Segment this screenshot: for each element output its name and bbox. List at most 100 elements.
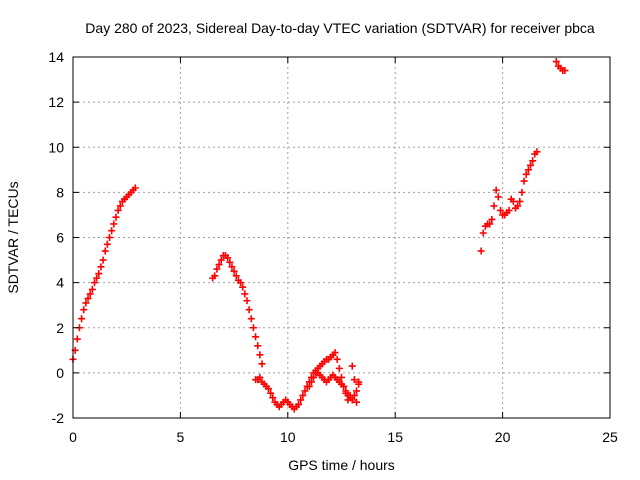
data-point bbox=[73, 335, 81, 343]
data-point bbox=[80, 306, 88, 314]
data-point bbox=[131, 184, 139, 192]
data-point bbox=[514, 202, 522, 210]
x-tick-label: 10 bbox=[280, 429, 296, 445]
data-point bbox=[241, 290, 249, 298]
data-point bbox=[215, 261, 223, 269]
data-point bbox=[333, 355, 341, 363]
data-point bbox=[88, 285, 96, 293]
data-point bbox=[232, 272, 240, 280]
data-point bbox=[84, 294, 92, 302]
data-point bbox=[355, 378, 363, 386]
data-point bbox=[340, 382, 348, 390]
series-segment-5 bbox=[477, 148, 541, 255]
data-point bbox=[230, 267, 238, 275]
data-point bbox=[95, 270, 103, 278]
data-point bbox=[527, 161, 535, 169]
y-tick-label: 8 bbox=[56, 184, 64, 200]
data-point bbox=[348, 362, 356, 370]
series-segment-6 bbox=[552, 58, 569, 75]
chart-title: Day 280 of 2023, Sidereal Day-to-day VTE… bbox=[85, 20, 595, 36]
data-point bbox=[211, 272, 219, 280]
y-tick-label: 10 bbox=[48, 139, 64, 155]
data-point bbox=[86, 290, 94, 298]
data-point bbox=[226, 258, 234, 266]
data-point bbox=[496, 206, 504, 214]
x-tick-label: 25 bbox=[602, 429, 618, 445]
data-point bbox=[252, 333, 260, 341]
data-point bbox=[509, 197, 517, 205]
y-tick-label: 12 bbox=[48, 94, 64, 110]
data-point bbox=[494, 193, 502, 201]
data-point bbox=[99, 256, 107, 264]
data-point bbox=[106, 234, 114, 241]
data-point bbox=[267, 389, 275, 397]
data-point bbox=[305, 382, 313, 390]
data-point bbox=[247, 315, 255, 323]
data-point bbox=[217, 256, 225, 264]
y-tick-label: 2 bbox=[56, 320, 64, 336]
data-point bbox=[353, 398, 361, 406]
data-point bbox=[518, 188, 526, 196]
data-point bbox=[224, 254, 232, 262]
data-point bbox=[505, 206, 513, 214]
data-point bbox=[338, 373, 345, 381]
data-point bbox=[254, 342, 262, 350]
data-point bbox=[529, 157, 537, 165]
data-point bbox=[295, 400, 303, 408]
data-point bbox=[108, 227, 116, 235]
data-point bbox=[237, 279, 245, 287]
data-point bbox=[312, 369, 320, 377]
data-point bbox=[344, 396, 352, 404]
data-point bbox=[335, 364, 343, 372]
data-point bbox=[490, 202, 498, 210]
y-tick-label: -2 bbox=[52, 410, 65, 426]
data-point bbox=[90, 279, 98, 287]
data-point bbox=[492, 186, 500, 194]
data-point bbox=[114, 206, 122, 214]
data-point bbox=[269, 394, 277, 402]
data-point bbox=[249, 324, 257, 332]
data-point bbox=[245, 306, 253, 314]
data-point bbox=[258, 360, 266, 368]
y-tick-label: 0 bbox=[56, 365, 64, 381]
data-point bbox=[228, 263, 236, 271]
data-points bbox=[69, 58, 569, 413]
data-point bbox=[112, 213, 120, 221]
data-point bbox=[488, 215, 496, 223]
x-tick-label: 5 bbox=[177, 429, 185, 445]
data-point bbox=[256, 351, 264, 359]
grid-lines bbox=[73, 57, 610, 418]
y-tick-label: 6 bbox=[56, 230, 64, 246]
data-point bbox=[350, 376, 358, 384]
data-point bbox=[307, 378, 315, 386]
data-point bbox=[103, 240, 111, 248]
data-point bbox=[116, 202, 124, 210]
y-tick-label: 14 bbox=[48, 49, 64, 65]
x-tick-label: 15 bbox=[387, 429, 403, 445]
data-point bbox=[297, 396, 305, 404]
x-axis-title: GPS time / hours bbox=[288, 457, 395, 473]
data-point bbox=[342, 389, 350, 397]
x-tick-label: 20 bbox=[495, 429, 511, 445]
data-point bbox=[97, 263, 105, 271]
data-point bbox=[477, 247, 485, 255]
data-point bbox=[524, 166, 532, 174]
data-point bbox=[82, 299, 90, 307]
data-point bbox=[479, 229, 487, 237]
data-point bbox=[78, 315, 86, 323]
data-point bbox=[552, 58, 560, 66]
data-point bbox=[93, 274, 101, 282]
data-point bbox=[520, 177, 528, 185]
data-point bbox=[561, 67, 569, 75]
data-point bbox=[533, 148, 541, 156]
data-point bbox=[301, 387, 309, 395]
data-point bbox=[213, 265, 221, 273]
data-point bbox=[331, 349, 339, 357]
x-tick-label: 0 bbox=[69, 429, 77, 445]
series-segment-4 bbox=[305, 349, 363, 406]
series-segment-2 bbox=[209, 252, 266, 368]
data-point bbox=[239, 283, 247, 291]
